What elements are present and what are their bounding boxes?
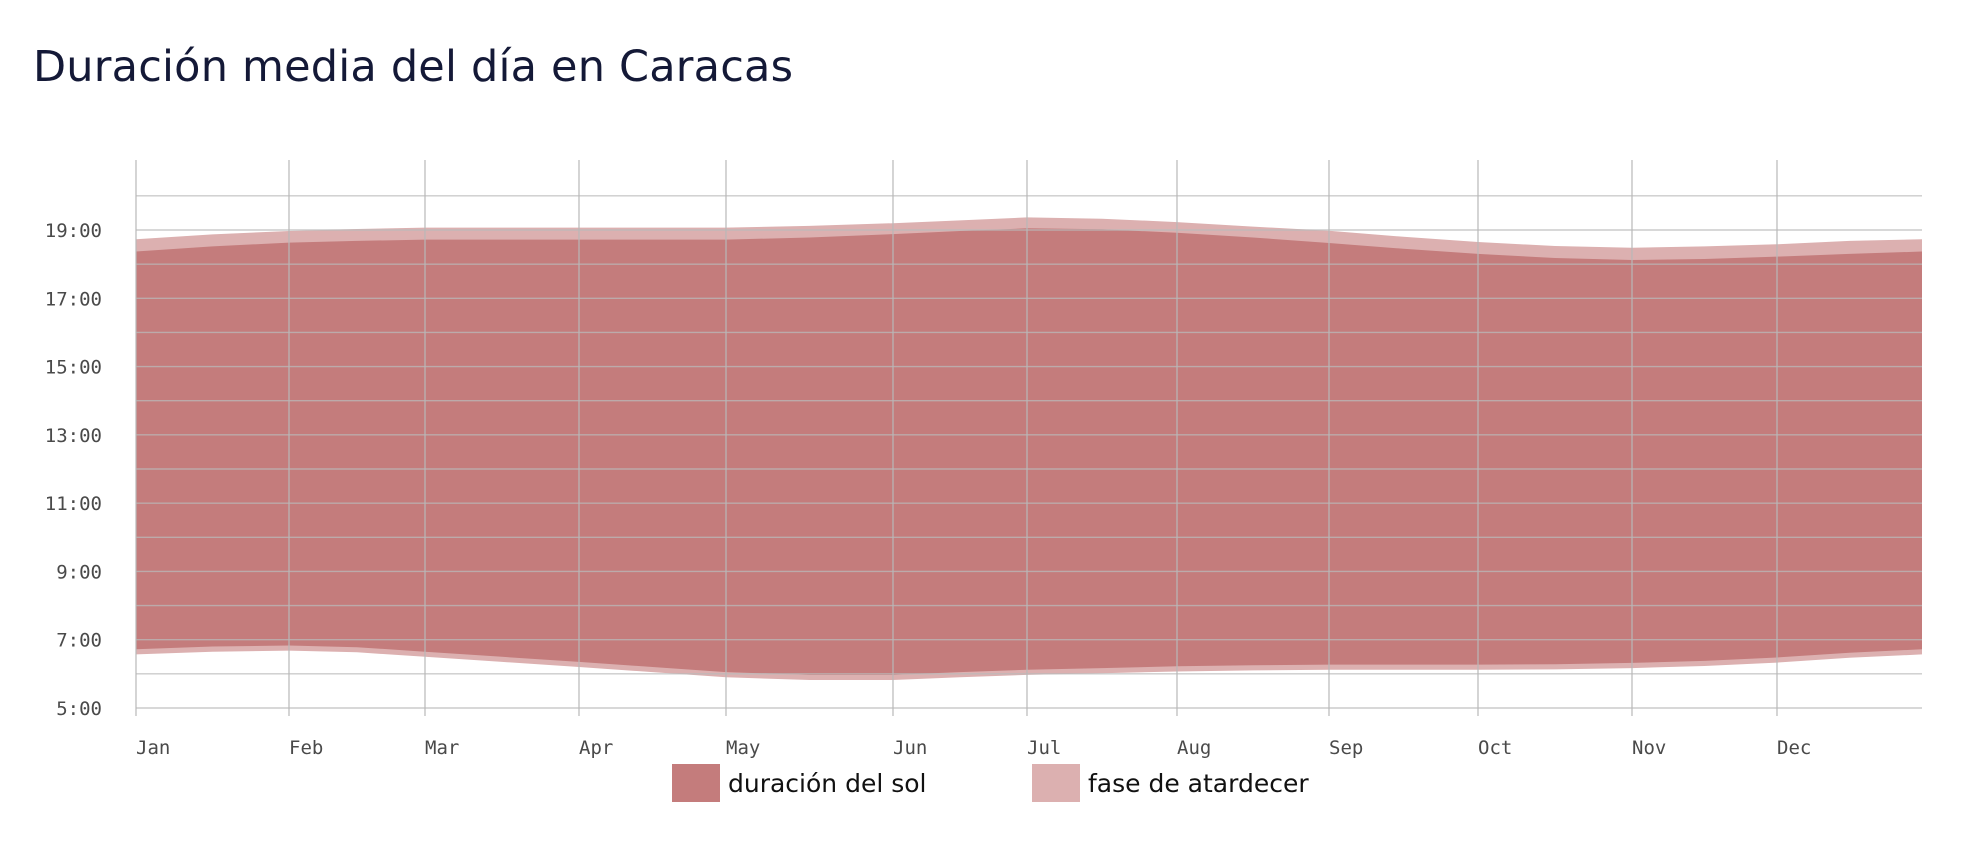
x-tick-label: Jun bbox=[893, 737, 927, 759]
legend-item-twilight: fase de atardecer bbox=[1032, 764, 1309, 802]
x-tick-label: Aug bbox=[1177, 737, 1211, 759]
y-tick-label: 15:00 bbox=[45, 357, 102, 379]
x-tick-label: Apr bbox=[579, 737, 613, 759]
x-tick-label: Feb bbox=[289, 737, 323, 759]
x-tick-label: Jul bbox=[1027, 737, 1061, 759]
daylight-area bbox=[136, 228, 1922, 675]
y-tick-label: 17:00 bbox=[45, 288, 102, 310]
legend-swatch-twilight bbox=[1032, 764, 1080, 802]
y-tick-label: 5:00 bbox=[56, 698, 102, 720]
x-tick-label: Nov bbox=[1632, 737, 1666, 759]
x-tick-label: Oct bbox=[1478, 737, 1512, 759]
legend-item-daylight: duración del sol bbox=[672, 764, 927, 802]
x-tick-label: Jan bbox=[136, 737, 170, 759]
legend-swatch-daylight bbox=[672, 764, 720, 802]
x-tick-label: Dec bbox=[1777, 737, 1811, 759]
y-tick-label: 7:00 bbox=[56, 630, 102, 652]
daylight-band bbox=[136, 228, 1922, 675]
y-tick-label: 9:00 bbox=[56, 561, 102, 583]
day-length-chart: 19:00 17:00 15:00 13:00 11:00 9:00 7:00 5:00 Ja… bbox=[45, 160, 1922, 759]
x-tick-label: Sep bbox=[1329, 737, 1363, 759]
y-tick-label: 19:00 bbox=[45, 220, 102, 242]
chart-title: Duración media del día en Caracas bbox=[33, 42, 794, 92]
y-tick-label: 11:00 bbox=[45, 493, 102, 515]
y-tick-label: 13:00 bbox=[45, 425, 102, 447]
x-tick-label: May bbox=[726, 737, 760, 759]
x-tick-label: Mar bbox=[425, 737, 459, 759]
x-axis: Jan Feb Mar Apr May Jun Jul Aug Sep Oct Nov Dec bbox=[136, 737, 1811, 759]
legend-label-daylight: duración del sol bbox=[728, 768, 927, 798]
y-axis: 19:00 17:00 15:00 13:00 11:00 9:00 7:00 5:00 bbox=[45, 220, 102, 720]
legend-label-twilight: fase de atardecer bbox=[1088, 768, 1309, 798]
grid bbox=[135, 160, 1922, 716]
